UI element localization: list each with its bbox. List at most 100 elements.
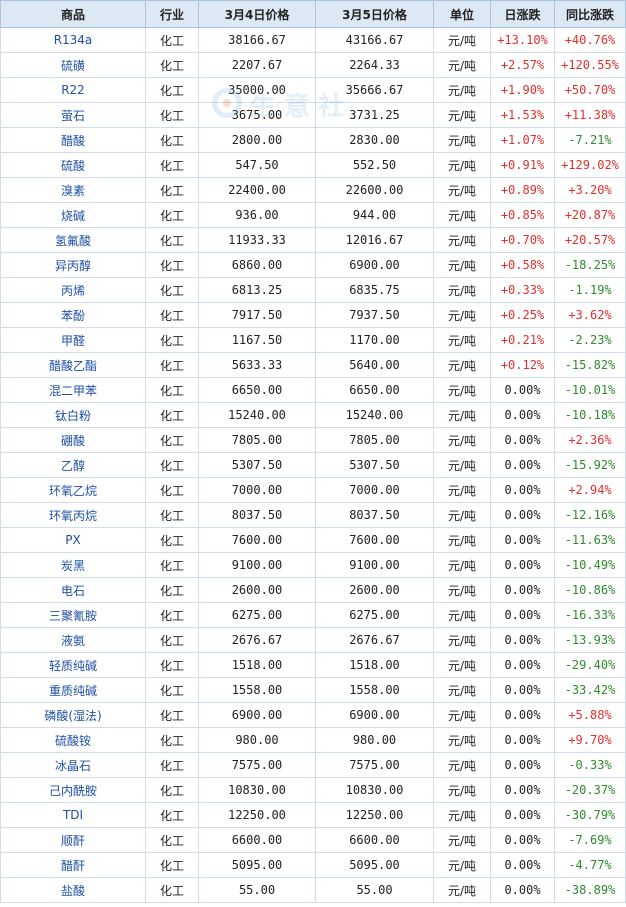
commodity-name-link[interactable]: 硫酸铵 — [0, 727, 146, 753]
column-header-commodity[interactable]: 商品 — [0, 0, 146, 28]
price-mar4-cell: 5307.50 — [198, 452, 316, 478]
commodity-name-link[interactable]: 乙醇 — [0, 452, 146, 478]
unit-cell: 元/吨 — [433, 727, 491, 753]
commodity-name-link[interactable]: 硼酸 — [0, 427, 146, 453]
commodity-name-link[interactable]: 盐酸 — [0, 877, 146, 903]
yoy-change-cell: -10.18% — [554, 402, 626, 428]
commodity-name-link[interactable]: 硫磺 — [0, 52, 146, 78]
yoy-change-cell: -2.23% — [554, 327, 626, 353]
industry-cell: 化工 — [145, 77, 199, 103]
commodity-name-link[interactable]: R134a — [0, 27, 146, 53]
daily-change-cell: 0.00% — [490, 602, 555, 628]
price-mar5-cell: 2830.00 — [315, 127, 434, 153]
commodity-name-link[interactable]: 溴素 — [0, 177, 146, 203]
table-row: R134a 化工 38166.67 43166.67 元/吨 +13.10% +40.76% — [0, 27, 626, 53]
yoy-change-cell: -12.16% — [554, 502, 626, 528]
commodity-name-link[interactable]: 醋酸 — [0, 127, 146, 153]
commodity-name-link[interactable]: 炭黑 — [0, 552, 146, 578]
yoy-change-cell: -4.77% — [554, 852, 626, 878]
commodity-name-link[interactable]: 甲醛 — [0, 327, 146, 353]
column-header-daily-change[interactable]: 日涨跌 — [490, 0, 555, 28]
column-header-price-mar5[interactable]: 3月5日价格 — [315, 0, 434, 28]
unit-cell: 元/吨 — [433, 602, 491, 628]
commodity-name-link[interactable]: R22 — [0, 77, 146, 103]
yoy-change-cell: +120.55% — [554, 52, 626, 78]
unit-cell: 元/吨 — [433, 652, 491, 678]
daily-change-cell: 0.00% — [490, 727, 555, 753]
commodity-name-link[interactable]: 苯酚 — [0, 302, 146, 328]
commodity-name-link[interactable]: 磷酸(湿法) — [0, 702, 146, 728]
commodity-name-link[interactable]: 电石 — [0, 577, 146, 603]
table-row: 萤石 化工 3675.00 3731.25 元/吨 +1.53% +11.38% — [0, 102, 626, 128]
unit-cell: 元/吨 — [433, 102, 491, 128]
commodity-name-link[interactable]: 异丙醇 — [0, 252, 146, 278]
industry-cell: 化工 — [145, 727, 199, 753]
industry-cell: 化工 — [145, 327, 199, 353]
commodity-name-link[interactable]: 三聚氰胺 — [0, 602, 146, 628]
price-mar4-cell: 1518.00 — [198, 652, 316, 678]
commodity-name-link[interactable]: 氢氟酸 — [0, 227, 146, 253]
industry-cell: 化工 — [145, 102, 199, 128]
table-header-row: 商品 行业 3月4日价格 3月5日价格 单位 日涨跌 同比涨跌 — [0, 0, 626, 28]
table-row: 环氧丙烷 化工 8037.50 8037.50 元/吨 0.00% -12.16% — [0, 502, 626, 528]
table-row: 硫酸铵 化工 980.00 980.00 元/吨 0.00% +9.70% — [0, 727, 626, 753]
commodity-name-link[interactable]: 轻质纯碱 — [0, 652, 146, 678]
column-header-yoy-change[interactable]: 同比涨跌 — [554, 0, 626, 28]
price-mar4-cell: 6275.00 — [198, 602, 316, 628]
table-row: 环氧乙烷 化工 7000.00 7000.00 元/吨 0.00% +2.94% — [0, 477, 626, 503]
table-row: 三聚氰胺 化工 6275.00 6275.00 元/吨 0.00% -16.33% — [0, 602, 626, 628]
commodity-name-link[interactable]: 顺酐 — [0, 827, 146, 853]
commodity-name-link[interactable]: 重质纯碱 — [0, 677, 146, 703]
commodity-name-link[interactable]: 环氧丙烷 — [0, 502, 146, 528]
commodity-name-link[interactable]: 醋酸乙酯 — [0, 352, 146, 378]
industry-cell: 化工 — [145, 527, 199, 553]
commodity-name-link[interactable]: 丙烯 — [0, 277, 146, 303]
unit-cell: 元/吨 — [433, 552, 491, 578]
table-row: TDI 化工 12250.00 12250.00 元/吨 0.00% -30.79% — [0, 802, 626, 828]
commodity-name-link[interactable]: 环氧乙烷 — [0, 477, 146, 503]
price-mar4-cell: 2600.00 — [198, 577, 316, 603]
commodity-name-link[interactable]: 混二甲苯 — [0, 377, 146, 403]
price-mar4-cell: 38166.67 — [198, 27, 316, 53]
table-row: 烧碱 化工 936.00 944.00 元/吨 +0.85% +20.87% — [0, 202, 626, 228]
daily-change-cell: 0.00% — [490, 852, 555, 878]
unit-cell: 元/吨 — [433, 427, 491, 453]
yoy-change-cell: -7.21% — [554, 127, 626, 153]
price-mar5-cell: 3731.25 — [315, 102, 434, 128]
yoy-change-cell: +3.20% — [554, 177, 626, 203]
industry-cell: 化工 — [145, 627, 199, 653]
industry-cell: 化工 — [145, 677, 199, 703]
commodity-name-link[interactable]: 烧碱 — [0, 202, 146, 228]
daily-change-cell: 0.00% — [490, 827, 555, 853]
commodity-name-link[interactable]: 硫酸 — [0, 152, 146, 178]
commodity-name-link[interactable]: TDI — [0, 802, 146, 828]
price-mar5-cell: 7000.00 — [315, 477, 434, 503]
commodity-name-link[interactable]: 醋酐 — [0, 852, 146, 878]
industry-cell: 化工 — [145, 177, 199, 203]
daily-change-cell: +0.89% — [490, 177, 555, 203]
price-mar5-cell: 43166.67 — [315, 27, 434, 53]
price-mar4-cell: 6650.00 — [198, 377, 316, 403]
commodity-name-link[interactable]: 钛白粉 — [0, 402, 146, 428]
commodity-name-link[interactable]: 己内酰胺 — [0, 777, 146, 803]
commodity-name-link[interactable]: 萤石 — [0, 102, 146, 128]
price-mar4-cell: 3675.00 — [198, 102, 316, 128]
table-row: 溴素 化工 22400.00 22600.00 元/吨 +0.89% +3.20% — [0, 177, 626, 203]
daily-change-cell: 0.00% — [490, 702, 555, 728]
daily-change-cell: +0.70% — [490, 227, 555, 253]
yoy-change-cell: -11.63% — [554, 527, 626, 553]
unit-cell: 元/吨 — [433, 152, 491, 178]
table-row: 磷酸(湿法) 化工 6900.00 6900.00 元/吨 0.00% +5.88% — [0, 702, 626, 728]
price-mar4-cell: 980.00 — [198, 727, 316, 753]
unit-cell: 元/吨 — [433, 827, 491, 853]
daily-change-cell: 0.00% — [490, 527, 555, 553]
commodity-name-link[interactable]: PX — [0, 527, 146, 553]
unit-cell: 元/吨 — [433, 202, 491, 228]
column-header-price-mar4[interactable]: 3月4日价格 — [198, 0, 316, 28]
commodity-name-link[interactable]: 液氨 — [0, 627, 146, 653]
commodity-name-link[interactable]: 冰晶石 — [0, 752, 146, 778]
table-row: 异丙醇 化工 6860.00 6900.00 元/吨 +0.58% -18.25% — [0, 252, 626, 278]
daily-change-cell: +0.21% — [490, 327, 555, 353]
industry-cell: 化工 — [145, 752, 199, 778]
yoy-change-cell: -10.01% — [554, 377, 626, 403]
